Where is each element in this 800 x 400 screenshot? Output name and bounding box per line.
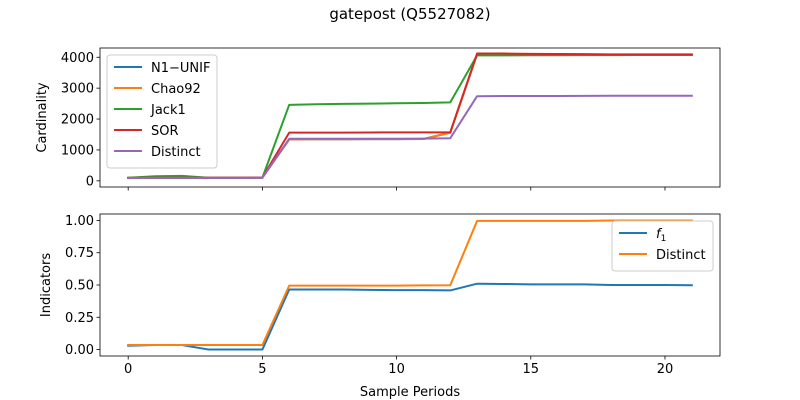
indicators-legend: f1Distinct [612,221,713,271]
indicators-x-tick-label: 5 [258,362,266,377]
indicators-y-tick-label: 1.00 [65,214,94,229]
indicators-series-line-f1 [128,284,692,350]
indicators-y-tick-label: 0.25 [65,311,94,326]
indicators-y-axis-label: Indicators [39,253,54,317]
cardinality-y-tick-label: 3000 [61,82,94,97]
indicators-y-tick-label: 0.00 [65,343,94,358]
indicators-legend-box [612,221,713,271]
indicators-x-tick-label: 20 [657,362,674,377]
indicators-y-tick-label: 0.75 [65,246,94,261]
cardinality-legend: N1−UNIF Chao92 Jack1 SOR Distinct [107,55,217,168]
cardinality-legend-label: SOR [151,124,179,139]
indicators-legend-label: Distinct [656,248,706,263]
indicators-series-line-distinct [128,220,692,345]
cardinality-y-axis-label: Cardinality [35,82,50,153]
indicators-panel: 0 5 10 15 20 0.00 0.25 0.50 0.75 1.00 Indicators Sa… [39,214,720,400]
cardinality-y-tick-label: 4000 [61,51,94,66]
indicators-y-tick-label: 0.50 [65,279,94,294]
figure-title: gatepost (Q5527082) [329,5,490,23]
cardinality-panel: 0 1000 2000 3000 4000 Cardinality N1−UNIF Chao9… [35,48,720,191]
indicators-x-tick-label: 0 [124,362,132,377]
indicators-x-tick-label: 10 [388,362,405,377]
cardinality-y-tick-label: 1000 [61,143,94,158]
cardinality-legend-label: Distinct [151,145,201,160]
cardinality-y-tick-label: 2000 [61,113,94,128]
cardinality-legend-label: Chao92 [151,82,201,97]
cardinality-y-tick-label: 0 [86,174,94,189]
indicators-x-axis-label: Sample Periods [360,385,460,400]
indicators-x-tick-label: 15 [523,362,540,377]
cardinality-legend-label: N1−UNIF [151,61,210,76]
cardinality-legend-label: Jack1 [150,103,186,118]
